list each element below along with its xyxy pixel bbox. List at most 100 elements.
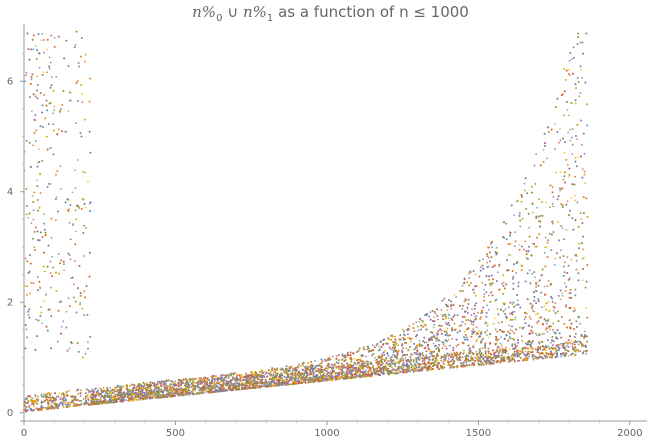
data-point	[489, 291, 492, 294]
data-point	[497, 352, 500, 355]
data-point	[533, 355, 536, 358]
data-point	[476, 331, 478, 334]
data-point	[569, 128, 571, 131]
data-point	[479, 312, 482, 315]
data-point	[461, 356, 464, 359]
data-point	[48, 56, 51, 59]
data-point	[59, 188, 62, 190]
data-point	[486, 324, 489, 327]
data-point	[514, 316, 517, 319]
data-point	[226, 373, 229, 376]
data-point	[55, 173, 57, 176]
data-point	[442, 360, 445, 363]
data-point	[409, 370, 412, 373]
data-point	[55, 196, 58, 199]
data-point	[24, 284, 27, 287]
data-point	[68, 222, 71, 224]
data-point	[68, 254, 71, 257]
data-point	[453, 322, 456, 325]
data-point	[364, 362, 366, 365]
data-point	[30, 396, 32, 399]
data-point	[49, 61, 52, 64]
data-point	[84, 53, 87, 56]
data-point	[547, 300, 550, 303]
data-point	[434, 312, 437, 315]
data-point	[435, 339, 438, 342]
data-point	[440, 359, 443, 362]
data-point	[58, 392, 61, 395]
data-point	[223, 387, 226, 389]
data-point	[560, 249, 562, 252]
data-point	[84, 206, 87, 209]
data-point	[482, 337, 485, 340]
data-point	[508, 253, 510, 256]
data-point	[440, 329, 443, 332]
data-point	[48, 67, 51, 70]
data-point	[63, 263, 65, 266]
data-point	[486, 329, 489, 332]
data-point	[33, 246, 36, 249]
data-point	[436, 359, 439, 362]
data-point	[81, 101, 84, 104]
data-point	[537, 281, 540, 283]
data-point	[561, 227, 564, 230]
data-point	[382, 362, 385, 364]
data-point	[584, 330, 586, 333]
data-point	[574, 309, 576, 312]
data-point	[507, 361, 510, 363]
data-point	[59, 165, 62, 168]
data-point	[77, 393, 79, 396]
data-point	[542, 149, 545, 151]
data-point	[320, 362, 323, 364]
data-point	[538, 198, 540, 201]
data-point	[148, 387, 151, 390]
data-point	[69, 403, 71, 406]
data-point	[508, 335, 511, 338]
data-point	[72, 224, 74, 227]
data-point	[476, 338, 479, 341]
data-point	[62, 406, 65, 409]
data-point	[536, 334, 538, 337]
data-point	[37, 276, 39, 279]
data-point	[488, 294, 490, 297]
data-point	[559, 189, 561, 192]
point-cloud	[23, 30, 589, 413]
data-point	[112, 395, 115, 397]
data-point	[559, 139, 562, 142]
data-point	[528, 355, 530, 358]
data-point	[74, 187, 77, 190]
data-point	[151, 397, 154, 400]
data-point	[507, 243, 510, 246]
data-point	[547, 345, 550, 348]
data-point	[33, 191, 36, 194]
data-point	[545, 322, 548, 325]
data-point	[554, 352, 556, 355]
data-point	[397, 344, 400, 347]
data-point	[84, 352, 87, 355]
data-point	[50, 236, 53, 239]
data-point	[513, 318, 516, 321]
data-point	[466, 308, 469, 310]
data-point	[581, 168, 584, 171]
data-point	[74, 169, 76, 172]
data-point	[544, 236, 547, 239]
data-point	[509, 329, 512, 331]
data-point	[64, 402, 66, 405]
data-point	[528, 269, 531, 272]
data-point	[491, 246, 493, 249]
data-point	[69, 258, 72, 261]
data-point	[87, 180, 89, 183]
data-point	[55, 219, 57, 222]
data-point	[408, 325, 411, 327]
data-point	[461, 284, 464, 287]
data-point	[465, 362, 468, 364]
data-point	[154, 387, 157, 390]
data-point	[440, 309, 443, 311]
data-point	[570, 339, 573, 342]
data-point	[568, 59, 571, 62]
data-point	[559, 128, 561, 130]
data-point	[189, 381, 191, 384]
data-point	[558, 141, 560, 144]
data-point	[61, 398, 63, 401]
data-point	[552, 322, 554, 325]
